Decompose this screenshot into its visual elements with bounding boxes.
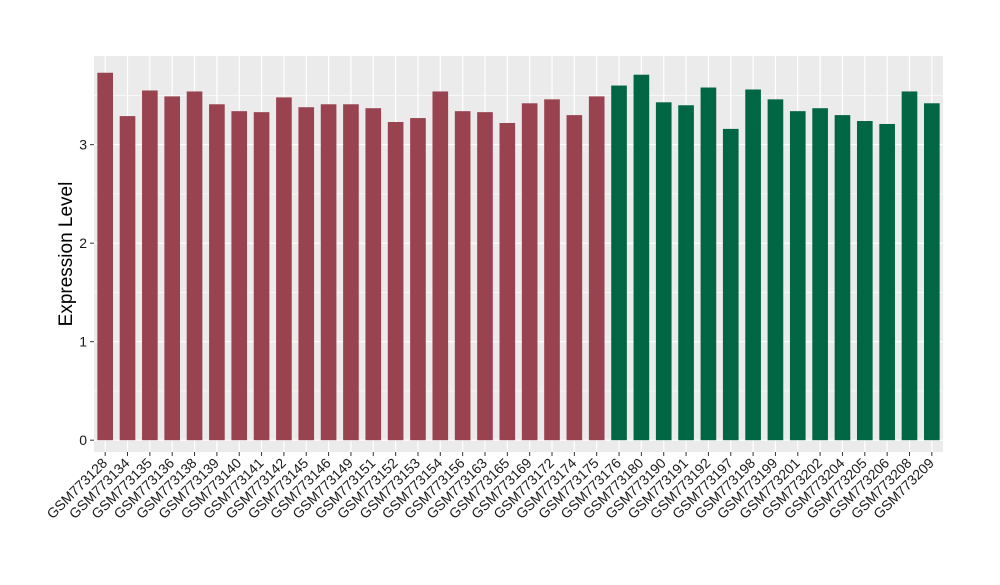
bar-GSM773208 — [901, 91, 918, 441]
bar-GSM773134 — [119, 116, 136, 441]
bar-GSM773153 — [410, 118, 426, 441]
bar-GSM773145 — [298, 107, 315, 441]
bars — [97, 72, 940, 441]
bar-GSM773152 — [387, 122, 404, 441]
bar-GSM773151 — [365, 108, 382, 441]
y-tick-label: 3 — [79, 137, 87, 153]
bar-GSM773135 — [142, 90, 158, 441]
bar-GSM773136 — [164, 96, 181, 441]
bar-GSM773180 — [633, 74, 650, 441]
bar-GSM773172 — [544, 99, 560, 441]
y-axis: 0 1 2 3 — [79, 137, 94, 448]
bar-GSM773198 — [745, 89, 761, 441]
bar-GSM773169 — [521, 103, 538, 441]
y-tick-label: 1 — [79, 334, 87, 350]
bar-GSM773142 — [276, 97, 292, 441]
bar-GSM773192 — [700, 87, 717, 441]
bar-GSM773128 — [97, 72, 113, 441]
bar-GSM773202 — [812, 108, 828, 441]
y-tick-label: 0 — [79, 432, 87, 448]
bar-GSM773154 — [432, 91, 449, 441]
bar-GSM773201 — [789, 111, 806, 441]
bar-GSM773206 — [879, 123, 895, 441]
bar-GSM773165 — [499, 122, 516, 441]
x-axis: GSM773128GSM773134GSM773135GSM773136GSM7… — [43, 452, 937, 522]
bar-GSM773140 — [231, 111, 248, 441]
bar-GSM773191 — [678, 105, 694, 441]
bar-GSM773175 — [588, 96, 605, 441]
bar-GSM773190 — [655, 102, 672, 441]
bar-GSM773139 — [209, 104, 225, 441]
bar-GSM773209 — [924, 103, 940, 441]
bar-GSM773199 — [767, 99, 784, 441]
bar-GSM773204 — [834, 115, 851, 441]
bar-GSM773138 — [186, 91, 203, 441]
bar-GSM773156 — [454, 111, 471, 441]
bar-GSM773146 — [320, 104, 337, 441]
y-axis-title: Expression Level — [56, 182, 77, 327]
bar-GSM773205 — [856, 121, 873, 441]
bar-GSM773163 — [477, 112, 493, 441]
bar-GSM773149 — [343, 104, 359, 441]
y-tick-label: 2 — [79, 235, 87, 251]
bar-GSM773176 — [611, 85, 627, 441]
bar-GSM773174 — [566, 115, 583, 441]
bar-GSM773141 — [253, 112, 270, 441]
bar-GSM773197 — [722, 128, 739, 441]
